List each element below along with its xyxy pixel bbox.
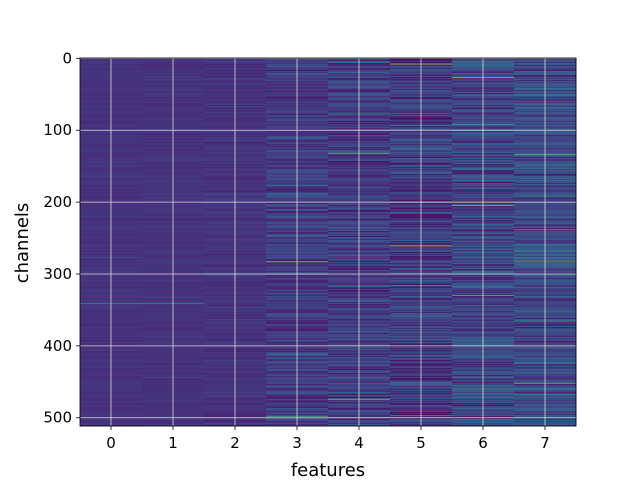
y-tick-label: 300 xyxy=(43,265,72,283)
x-axis-label: features xyxy=(291,460,365,480)
y-tick-label: 500 xyxy=(43,409,72,427)
x-tick-label: 2 xyxy=(230,434,240,452)
y-tick-label: 400 xyxy=(43,337,72,355)
plot-frame xyxy=(79,57,577,427)
x-axis-ticks: 0 1 2 3 4 5 6 7 xyxy=(106,426,550,452)
y-axis-label: channels xyxy=(12,203,33,284)
x-tick-label: 7 xyxy=(540,434,550,452)
y-tick-label: 200 xyxy=(43,193,72,211)
x-tick-label: 4 xyxy=(354,434,364,452)
x-tick-label: 0 xyxy=(106,434,116,452)
plot-area xyxy=(80,58,577,427)
y-tick-label: 100 xyxy=(43,121,72,139)
x-tick-label: 3 xyxy=(292,434,302,452)
y-tick-label: 0 xyxy=(62,49,72,67)
grid-lines xyxy=(80,57,576,426)
y-axis-ticks: 0 100 200 300 400 500 xyxy=(43,49,80,427)
x-tick-label: 5 xyxy=(416,434,426,452)
x-tick-label: 1 xyxy=(168,434,178,452)
x-tick-label: 6 xyxy=(478,434,488,452)
